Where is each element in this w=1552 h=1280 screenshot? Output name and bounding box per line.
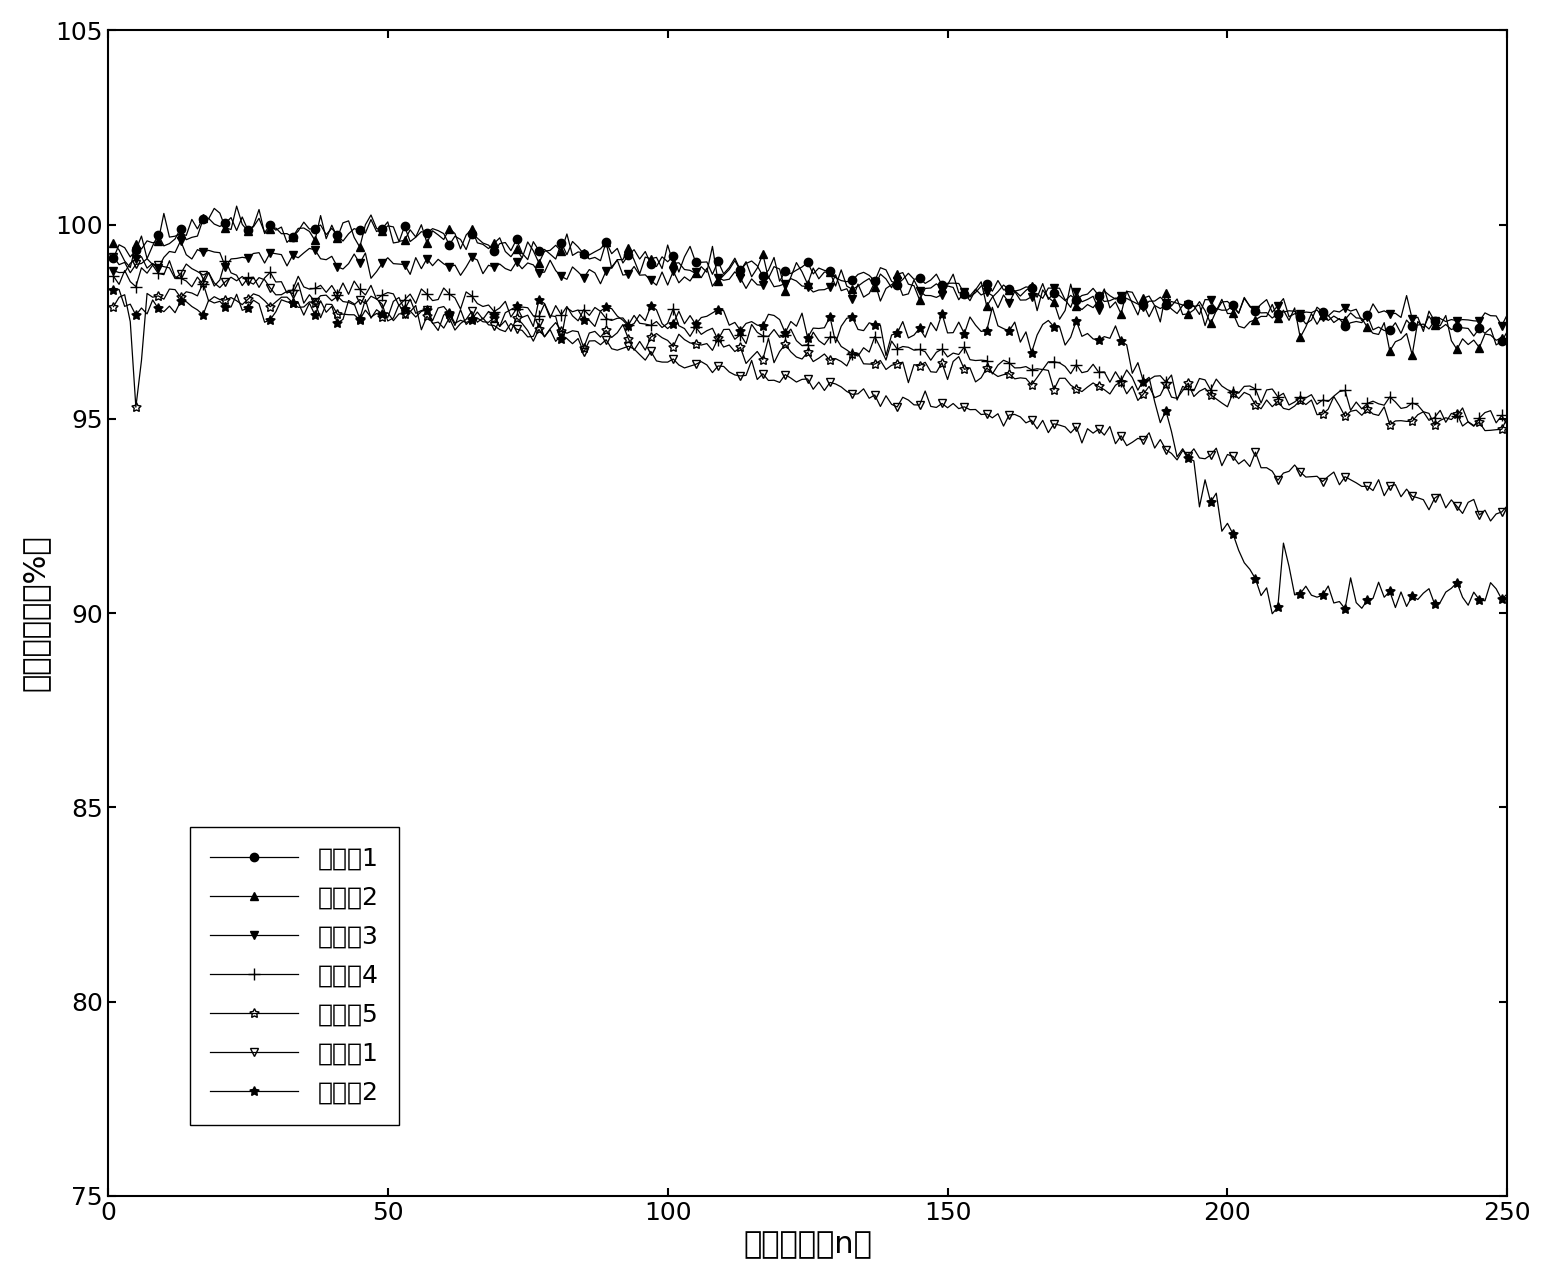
实施例4 (104, 269, 123, 284)
对比例2 (1072, 329, 1091, 344)
Line: 实施例2: 实施例2 (109, 202, 1512, 360)
实施例5 (340, 307, 359, 323)
实施例1 (1448, 320, 1467, 335)
实施例2 (340, 214, 359, 229)
Y-axis label: 容量保持率（%）: 容量保持率（%） (20, 535, 50, 691)
实施例3 (104, 262, 123, 278)
实施例5 (104, 300, 123, 315)
对比例2 (1453, 590, 1471, 605)
实施例5 (686, 337, 705, 352)
Line: 实施例3: 实施例3 (109, 237, 1512, 335)
对比例1 (1498, 498, 1516, 513)
实施例1 (669, 265, 688, 280)
实施例5 (194, 275, 213, 291)
对比例1 (681, 358, 700, 374)
实施例1 (1487, 337, 1505, 352)
Line: 实施例5: 实施例5 (109, 278, 1512, 435)
实施例3 (171, 233, 189, 248)
实施例5 (1476, 422, 1495, 438)
实施例2 (104, 236, 123, 251)
实施例4 (1465, 419, 1484, 434)
实施例4 (669, 317, 688, 333)
X-axis label: 循环次数（n）: 循环次数（n） (743, 1230, 872, 1260)
实施例3 (669, 275, 688, 291)
对比例2 (1498, 586, 1516, 602)
实施例3 (1414, 324, 1432, 339)
对比例2 (669, 303, 688, 319)
实施例1 (104, 251, 123, 266)
实施例2 (669, 255, 688, 270)
对比例1 (911, 397, 930, 412)
实施例5 (1498, 410, 1516, 425)
对比例1 (664, 351, 683, 366)
实施例2 (1498, 334, 1516, 349)
实施例2 (1453, 332, 1471, 347)
实施例3 (1498, 307, 1516, 323)
对比例1 (1442, 493, 1460, 508)
实施例5 (1448, 406, 1467, 421)
实施例1 (686, 255, 705, 270)
Line: 实施例4: 实施例4 (109, 255, 1513, 431)
对比例2 (1263, 605, 1282, 621)
实施例4 (1448, 408, 1467, 424)
实施例5 (916, 355, 934, 370)
Line: 实施例1: 实施例1 (109, 212, 1512, 349)
对比例1 (334, 294, 352, 310)
实施例5 (1072, 384, 1091, 399)
对比例2 (340, 293, 359, 308)
Line: 对比例2: 对比例2 (109, 284, 1512, 618)
实施例5 (669, 326, 688, 342)
实施例3 (686, 265, 705, 280)
实施例4 (216, 253, 234, 269)
实施例2 (1403, 347, 1422, 362)
实施例1 (1498, 324, 1516, 339)
对比例1 (1068, 419, 1086, 434)
实施例3 (1453, 312, 1471, 328)
实施例4 (1072, 365, 1091, 380)
实施例3 (916, 288, 934, 303)
对比例2 (686, 316, 705, 332)
实施例1 (1072, 288, 1091, 303)
实施例2 (227, 198, 245, 214)
实施例2 (1072, 302, 1091, 317)
实施例2 (916, 280, 934, 296)
实施例3 (340, 256, 359, 271)
实施例3 (1072, 294, 1091, 310)
对比例1 (104, 248, 123, 264)
对比例1 (1481, 513, 1499, 529)
实施例1 (916, 275, 934, 291)
Legend: 实施例1, 实施例2, 实施例3, 实施例4, 实施例5, 对比例1, 对比例2: 实施例1, 实施例2, 实施例3, 实施例4, 实施例5, 对比例1, 对比例2 (191, 827, 399, 1125)
对比例2 (104, 283, 123, 298)
实施例2 (686, 266, 705, 282)
实施例4 (686, 319, 705, 334)
实施例1 (340, 227, 359, 242)
对比例2 (916, 330, 934, 346)
实施例4 (340, 287, 359, 302)
实施例1 (233, 210, 251, 225)
Line: 对比例1: 对比例1 (109, 252, 1512, 525)
对比例2 (110, 282, 129, 297)
实施例4 (1498, 417, 1516, 433)
实施例4 (916, 344, 934, 360)
